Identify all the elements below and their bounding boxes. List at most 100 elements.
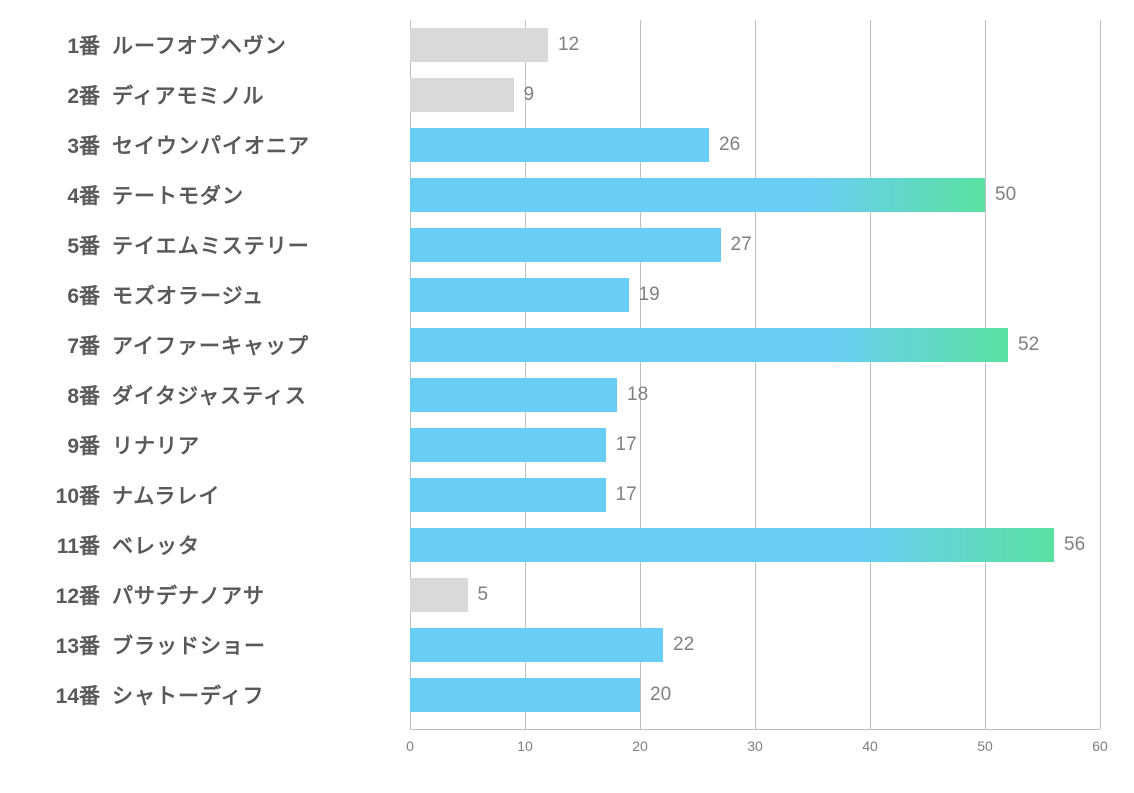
bar xyxy=(410,378,617,412)
chart-row: 11番ベレッタ 56 xyxy=(40,528,1110,562)
row-number: 5番 xyxy=(40,230,112,260)
row-number: 6番 xyxy=(40,280,112,310)
bar-value: 20 xyxy=(650,684,671,706)
gridline xyxy=(755,20,756,729)
bar-wrap: 12 xyxy=(410,28,579,62)
chart-row: 3番セイウンパイオニア 26 xyxy=(40,128,1110,162)
bar-wrap: 17 xyxy=(410,478,637,512)
x-tick-label: 10 xyxy=(517,738,533,754)
bar-value: 56 xyxy=(1064,534,1085,556)
x-tick-label: 30 xyxy=(747,738,763,754)
chart-row: 5番テイエムミステリー 27 xyxy=(40,228,1110,262)
bar xyxy=(410,228,721,262)
row-name: ベレッタ xyxy=(112,530,402,560)
row-number: 7番 xyxy=(40,330,112,360)
x-tick-label: 20 xyxy=(632,738,648,754)
bar-wrap: 19 xyxy=(410,278,660,312)
bar-wrap: 9 xyxy=(410,78,534,112)
row-name: モズオラージュ xyxy=(112,280,402,310)
bar xyxy=(410,128,709,162)
bar-wrap: 26 xyxy=(410,128,740,162)
bar-value: 19 xyxy=(639,284,660,306)
gridline xyxy=(985,20,986,729)
bar xyxy=(410,628,663,662)
gridline xyxy=(410,20,411,729)
row-number: 8番 xyxy=(40,380,112,410)
gridline xyxy=(640,20,641,729)
bar-value: 12 xyxy=(558,34,579,56)
chart-row: 9番リナリア 17 xyxy=(40,428,1110,462)
bar xyxy=(410,28,548,62)
x-tick-label: 50 xyxy=(977,738,993,754)
chart-row: 12番パサデナノアサ 5 xyxy=(40,578,1110,612)
bar-wrap: 20 xyxy=(410,678,671,712)
bar-value: 18 xyxy=(627,384,648,406)
bar xyxy=(410,678,640,712)
bar-wrap: 27 xyxy=(410,228,752,262)
row-name: ナムラレイ xyxy=(112,480,402,510)
bar xyxy=(410,78,514,112)
chart-row: 6番モズオラージュ 19 xyxy=(40,278,1110,312)
row-number: 10番 xyxy=(40,480,112,510)
x-tick-label: 0 xyxy=(406,738,414,754)
x-tick-label: 60 xyxy=(1092,738,1108,754)
bar xyxy=(410,578,468,612)
x-tick-label: 40 xyxy=(862,738,878,754)
row-name: ブラッドショー xyxy=(112,630,402,660)
bar-wrap: 56 xyxy=(410,528,1085,562)
bar xyxy=(410,178,985,212)
bar-wrap: 18 xyxy=(410,378,648,412)
chart-row: 13番ブラッドショー 22 xyxy=(40,628,1110,662)
bar-value: 17 xyxy=(616,484,637,506)
row-name: アイファーキャップ xyxy=(112,330,402,360)
chart-row: 1番ルーフオブヘヴン 12 xyxy=(40,28,1110,62)
gridline xyxy=(525,20,526,729)
row-name: テートモダン xyxy=(112,180,402,210)
row-number: 12番 xyxy=(40,580,112,610)
bar-wrap: 52 xyxy=(410,328,1039,362)
plot-area xyxy=(410,20,1100,730)
row-number: 14番 xyxy=(40,680,112,710)
bar-chart: 1番ルーフオブヘヴン 12 2番ディアモミノル 9 3番セイウンパイオニア 26 4番テート… xyxy=(40,20,1110,773)
bar-wrap: 17 xyxy=(410,428,637,462)
row-name: ダイタジャスティス xyxy=(112,380,402,410)
chart-row: 8番ダイタジャスティス 18 xyxy=(40,378,1110,412)
chart-row: 14番シャトーディフ 20 xyxy=(40,678,1110,712)
bar xyxy=(410,528,1054,562)
chart-row: 2番ディアモミノル 9 xyxy=(40,78,1110,112)
gridline xyxy=(1100,20,1101,729)
bar-value: 52 xyxy=(1018,334,1039,356)
row-number: 4番 xyxy=(40,180,112,210)
bar-value: 5 xyxy=(478,584,489,606)
bar-value: 26 xyxy=(719,134,740,156)
gridline xyxy=(870,20,871,729)
bar xyxy=(410,428,606,462)
row-number: 2番 xyxy=(40,80,112,110)
row-number: 9番 xyxy=(40,430,112,460)
row-number: 3番 xyxy=(40,130,112,160)
bar-wrap: 50 xyxy=(410,178,1016,212)
row-name: ルーフオブヘヴン xyxy=(112,30,402,60)
bar xyxy=(410,328,1008,362)
bar-value: 22 xyxy=(673,634,694,656)
row-name: セイウンパイオニア xyxy=(112,130,402,160)
row-name: パサデナノアサ xyxy=(112,580,402,610)
bar-value: 17 xyxy=(616,434,637,456)
chart-row: 4番テートモダン 50 xyxy=(40,178,1110,212)
row-name: ディアモミノル xyxy=(112,80,402,110)
bar-wrap: 5 xyxy=(410,578,488,612)
bar-value: 9 xyxy=(524,84,535,106)
row-name: シャトーディフ xyxy=(112,680,402,710)
chart-row: 10番ナムラレイ 17 xyxy=(40,478,1110,512)
bar-value: 27 xyxy=(731,234,752,256)
bar xyxy=(410,478,606,512)
bar-wrap: 22 xyxy=(410,628,694,662)
bar-value: 50 xyxy=(995,184,1016,206)
row-number: 1番 xyxy=(40,30,112,60)
row-name: テイエムミステリー xyxy=(112,230,402,260)
row-number: 11番 xyxy=(40,530,112,560)
chart-row: 7番アイファーキャップ 52 xyxy=(40,328,1110,362)
bar xyxy=(410,278,629,312)
row-name: リナリア xyxy=(112,430,402,460)
row-number: 13番 xyxy=(40,630,112,660)
